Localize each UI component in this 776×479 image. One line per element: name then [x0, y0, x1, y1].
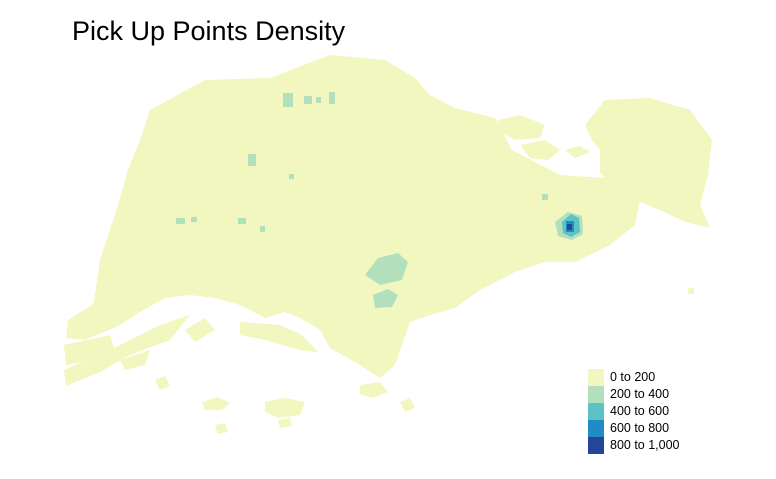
legend-swatch: [588, 403, 604, 420]
south-island-4: [278, 418, 292, 428]
map-title: Pick Up Points Density: [72, 16, 346, 46]
density-patch: [283, 93, 293, 107]
density-patch: [365, 253, 408, 285]
legend-item: 600 to 800: [588, 420, 680, 437]
density-patch: [373, 289, 398, 308]
legend-swatch: [588, 369, 604, 386]
density-patch: [248, 154, 256, 166]
density-patch: [329, 92, 335, 104]
west-island-arm-5: [185, 318, 215, 342]
legend-swatch: [588, 420, 604, 437]
density-patch: [191, 217, 197, 222]
south-island-3: [265, 398, 305, 418]
density-patch: [304, 96, 312, 104]
south-island-2: [215, 423, 228, 434]
ne-island-4: [585, 98, 712, 228]
legend-label: 200 to 400: [610, 387, 670, 401]
ne-island-2: [520, 140, 560, 160]
legend-label: 0 to 200: [610, 370, 656, 384]
legend-label: 400 to 600: [610, 404, 670, 418]
density-patch: [542, 194, 548, 200]
south-island-1: [202, 397, 230, 410]
density-patch: [567, 224, 572, 230]
legend-label: 600 to 800: [610, 421, 670, 435]
ne-island-1: [498, 115, 545, 140]
legend-item: 800 to 1,000: [588, 437, 680, 454]
legend-item: 0 to 200: [588, 369, 680, 386]
density-patch: [260, 226, 265, 232]
main-island: [92, 55, 640, 378]
legend-item: 400 to 600: [588, 403, 680, 420]
density-patch: [316, 97, 321, 103]
west-island-arm-2: [64, 335, 115, 365]
ne-island-3: [565, 146, 590, 158]
legend-item: 200 to 400: [588, 386, 680, 403]
west-island-arm-3: [64, 315, 190, 386]
south-strip: [240, 322, 318, 352]
south-island-5: [360, 382, 388, 398]
south-island-7: [155, 376, 170, 390]
density-patch: [289, 174, 294, 179]
west-island-arm-4: [120, 350, 150, 370]
density-patch: [238, 218, 246, 224]
density-patch: [176, 218, 185, 224]
legend: 0 to 200 200 to 400 400 to 600 600 to 80…: [588, 369, 680, 454]
legend-swatch: [588, 437, 604, 454]
west-island-arm-1: [66, 300, 120, 340]
legend-label: 800 to 1,000: [610, 438, 680, 452]
legend-swatch: [588, 386, 604, 403]
east-dot: [688, 288, 694, 294]
south-island-6: [400, 398, 415, 412]
